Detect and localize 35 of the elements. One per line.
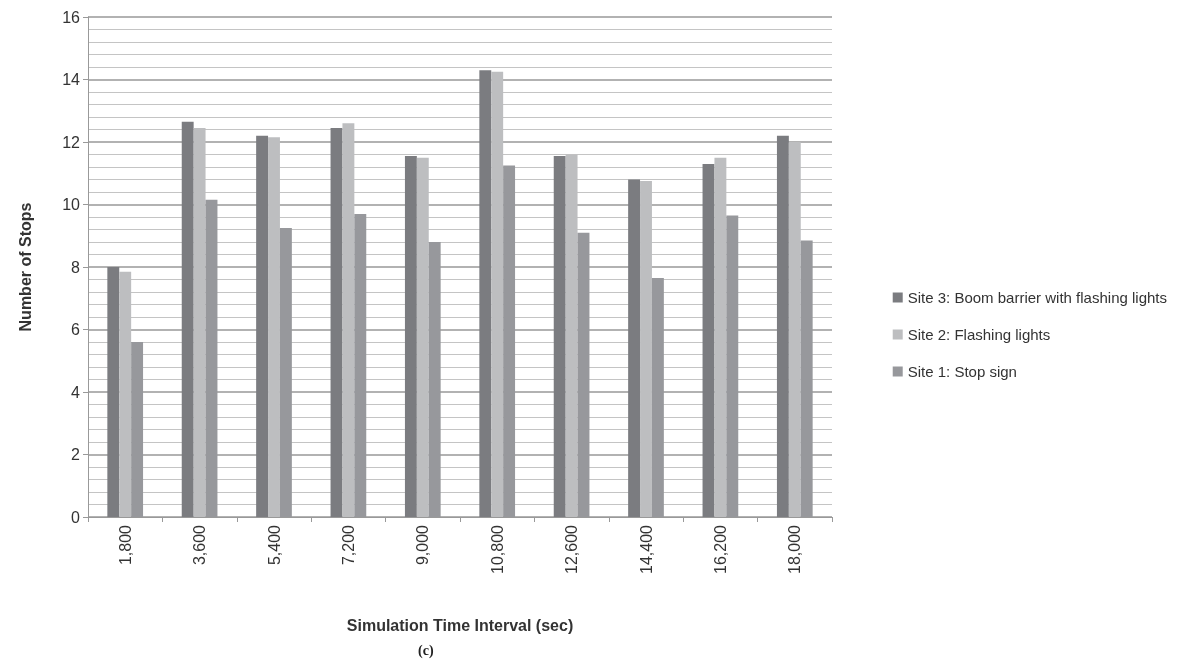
y-tick-label: 12 (62, 133, 81, 151)
x-tick-label: 7,200 (339, 524, 357, 566)
x-tick-label: 10,800 (488, 524, 506, 574)
bar (628, 179, 641, 517)
x-tick-label: 18,000 (786, 524, 804, 574)
bar (776, 135, 789, 517)
x-tick-label: 14,400 (637, 524, 655, 574)
bar (107, 267, 120, 517)
text: (c) (418, 642, 434, 659)
y-tick-label: 4 (71, 383, 81, 401)
bar (702, 163, 715, 517)
y-tick-label: 14 (62, 71, 81, 88)
bar (404, 156, 417, 517)
y-axis-title: Number of Stops (16, 202, 34, 332)
bar (181, 121, 194, 517)
x-axis-title: Simulation Time Interval (sec) (346, 616, 574, 634)
y-tick-label: 6 (71, 321, 81, 338)
legend-label: Site 2: Flashing lights (907, 326, 1051, 343)
x-tick-label: 9,000 (414, 524, 432, 566)
legend-label: Site 1: Stop sign (907, 363, 1017, 380)
x-tick-label: 16,200 (711, 524, 729, 574)
y-tick-label: 16 (62, 8, 81, 26)
bar (256, 135, 269, 517)
y-tick-label: 10 (62, 196, 81, 213)
x-tick-label: 5,400 (265, 524, 283, 566)
bar (479, 70, 492, 517)
x-tick-label: 3,600 (191, 524, 209, 566)
x-tick-label: 12,600 (563, 524, 581, 574)
y-tick-label: 2 (71, 446, 81, 463)
x-tick-label: 1,800 (116, 524, 134, 566)
bar (330, 127, 343, 517)
y-tick-label: 0 (71, 508, 81, 526)
y-tick-label: 8 (71, 258, 81, 276)
legend-label: Site 3: Boom barrier with flashing lights (907, 289, 1168, 306)
bar (553, 156, 566, 517)
